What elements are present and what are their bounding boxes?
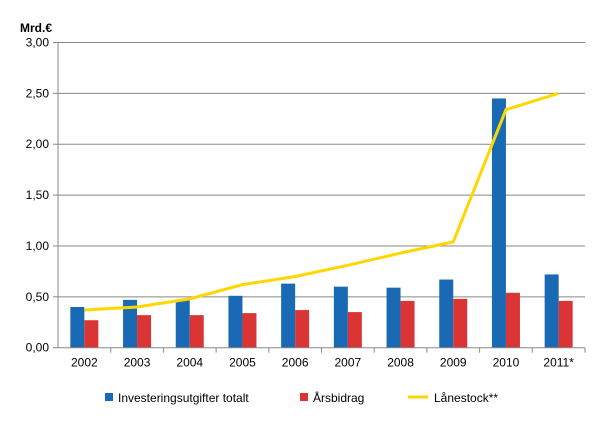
y-axis-label: Mrd.€: [20, 21, 52, 35]
bar-investeringsutgifter: [175, 299, 190, 348]
y-tick-label: 1,00: [26, 239, 50, 253]
x-tick-label: 2010: [493, 356, 520, 370]
bar-arsbidrag: [189, 315, 204, 348]
bar-investeringsutgifter: [281, 283, 296, 348]
y-tick-label: 0,50: [26, 290, 50, 304]
legend-swatch: [300, 393, 308, 401]
y-tick-label: 0,00: [26, 341, 50, 355]
bar-investeringsutgifter: [123, 299, 138, 348]
x-tick-label: 2004: [176, 356, 203, 370]
bar-arsbidrag: [84, 320, 99, 348]
bar-arsbidrag: [242, 313, 257, 348]
x-tick-label: 2005: [229, 356, 256, 370]
bar-arsbidrag: [347, 312, 362, 348]
x-tick-label: 2007: [334, 356, 361, 370]
y-tick-label: 2,50: [26, 86, 50, 100]
y-tick-label: 2,00: [26, 137, 50, 151]
bar-investeringsutgifter: [386, 287, 401, 348]
legend-label: Lånestock**: [434, 391, 498, 405]
legend-label: Investeringsutgifter totalt: [118, 391, 249, 405]
bar-investeringsutgifter: [333, 286, 348, 348]
bar-investeringsutgifter: [70, 307, 85, 348]
x-tick-label: 2009: [440, 356, 467, 370]
bar-arsbidrag: [453, 298, 468, 348]
x-tick-label: 2011*: [543, 356, 574, 370]
bar-arsbidrag: [505, 292, 520, 348]
x-tick-label: 2002: [71, 356, 98, 370]
bar-arsbidrag: [558, 300, 573, 348]
y-tick-label: 1,50: [26, 188, 50, 202]
x-tick-label: 2003: [124, 356, 151, 370]
bar-investeringsutgifter: [228, 295, 243, 348]
bar-investeringsutgifter: [491, 98, 506, 348]
bar-investeringsutgifter: [439, 279, 454, 348]
legend-swatch: [105, 393, 113, 401]
bar-arsbidrag: [295, 310, 310, 348]
bar-investeringsutgifter: [544, 274, 559, 348]
x-tick-label: 2008: [387, 356, 414, 370]
x-tick-label: 2006: [282, 356, 309, 370]
line-lanestock: [84, 91, 560, 312]
y-tick-label: 3,00: [26, 36, 50, 50]
legend-label: Årsbidrag: [313, 390, 364, 405]
bar-arsbidrag: [137, 315, 152, 348]
bar-arsbidrag: [400, 300, 415, 348]
